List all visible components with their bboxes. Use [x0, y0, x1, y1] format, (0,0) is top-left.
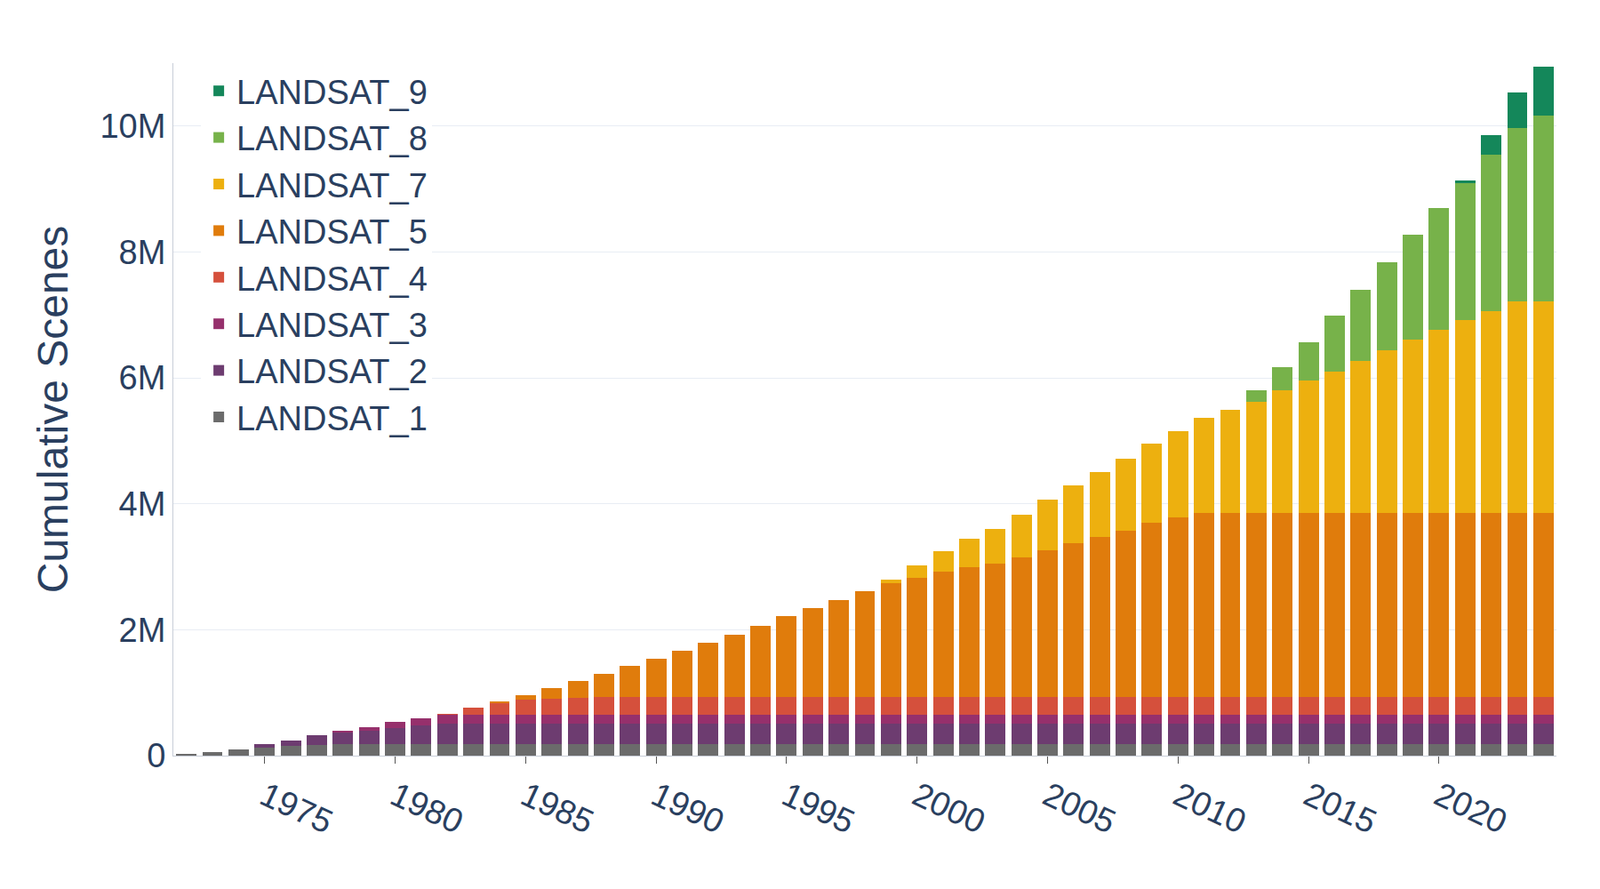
svg-text:Cumulative Scenes: Cumulative Scenes: [29, 225, 77, 594]
svg-text:6M: 6M: [119, 359, 167, 397]
svg-text:LANDSAT_8: LANDSAT_8: [236, 120, 428, 158]
svg-text:LANDSAT_3: LANDSAT_3: [236, 306, 428, 344]
svg-text:LANDSAT_7: LANDSAT_7: [236, 167, 428, 205]
svg-text:2020: 2020: [1428, 775, 1512, 841]
svg-text:LANDSAT_1: LANDSAT_1: [236, 400, 428, 438]
svg-text:2000: 2000: [906, 775, 991, 841]
svg-text:LANDSAT_4: LANDSAT_4: [236, 260, 428, 298]
svg-text:10M: 10M: [99, 107, 166, 145]
svg-text:4M: 4M: [119, 485, 167, 523]
svg-text:1985: 1985: [515, 775, 600, 841]
svg-text:2010: 2010: [1168, 775, 1252, 841]
svg-text:2005: 2005: [1037, 775, 1121, 841]
svg-text:1995: 1995: [776, 775, 861, 841]
svg-text:2015: 2015: [1298, 775, 1383, 841]
svg-text:1980: 1980: [384, 775, 469, 841]
svg-text:LANDSAT_2: LANDSAT_2: [236, 352, 428, 391]
svg-text:8M: 8M: [119, 233, 167, 272]
svg-text:LANDSAT_9: LANDSAT_9: [236, 73, 428, 112]
svg-text:0: 0: [146, 736, 166, 775]
svg-text:2M: 2M: [119, 611, 167, 649]
svg-text:LANDSAT_5: LANDSAT_5: [236, 213, 428, 251]
svg-text:1990: 1990: [646, 775, 730, 841]
svg-text:1975: 1975: [254, 775, 338, 841]
